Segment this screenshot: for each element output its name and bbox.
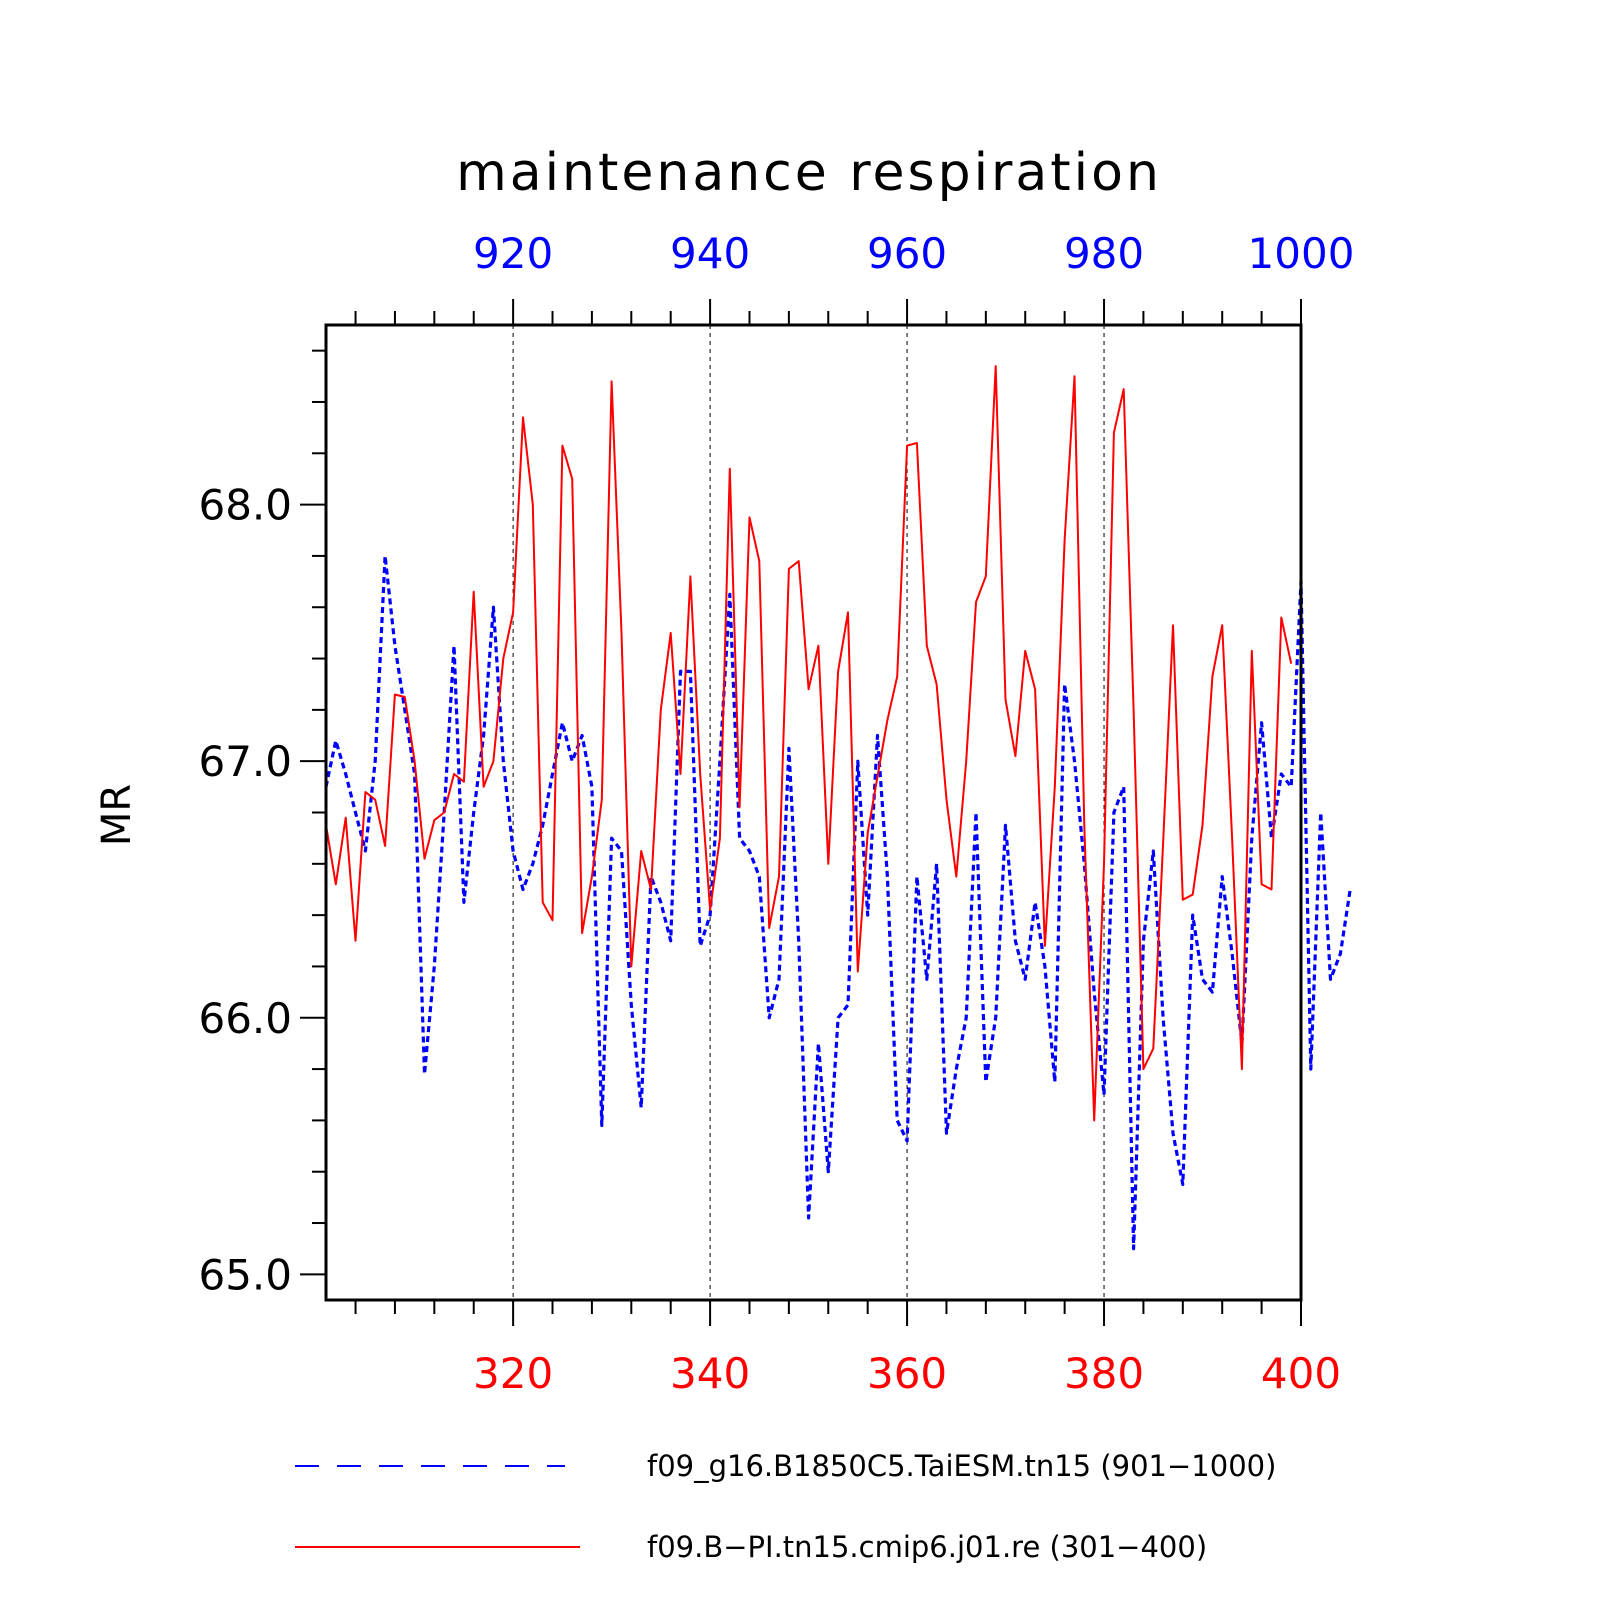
vertical-grid: [512, 325, 1105, 1300]
series-lines: [324, 365, 1352, 1251]
top-tick-label: 960: [867, 229, 947, 278]
axis-ticks: [300, 299, 1302, 1326]
bottom-tick-label: 380: [1064, 1349, 1144, 1398]
top-tick-label: 980: [1064, 229, 1144, 278]
plot-frame: [324, 323, 1303, 1302]
top-tick-label: 1000: [1248, 229, 1355, 278]
bottom-tick-label: 340: [670, 1349, 750, 1398]
y-tick-label: 68.0: [198, 481, 292, 530]
tick-labels: 65.0 66.0 67.0 68.0 320 340 360 380 400 920 940 960…: [198, 229, 1354, 1398]
legend: f09_g16.B1850C5.TaiESM.tn15 (901−1000) f…: [295, 1449, 1276, 1564]
legend-label-taiesm: f09_g16.B1850C5.TaiESM.tn15 (901−1000): [647, 1449, 1276, 1483]
y-tick-label: 65.0: [198, 1250, 292, 1299]
legend-label-cmip6: f09.B−PI.tn15.cmip6.j01.re (301−400): [647, 1530, 1207, 1564]
series-line-cmip6: [325, 365, 1293, 1122]
series-line-taiesm: [324, 554, 1352, 1251]
y-axis-label: MR: [94, 784, 140, 846]
chart-title: maintenance respiration: [456, 143, 1162, 203]
top-tick-label: 940: [670, 229, 750, 278]
bottom-tick-label: 320: [473, 1349, 553, 1398]
bottom-tick-label: 360: [867, 1349, 947, 1398]
y-tick-label: 66.0: [198, 994, 292, 1043]
y-tick-label: 67.0: [198, 737, 292, 786]
top-tick-label: 920: [473, 229, 553, 278]
bottom-tick-label: 400: [1261, 1349, 1341, 1398]
